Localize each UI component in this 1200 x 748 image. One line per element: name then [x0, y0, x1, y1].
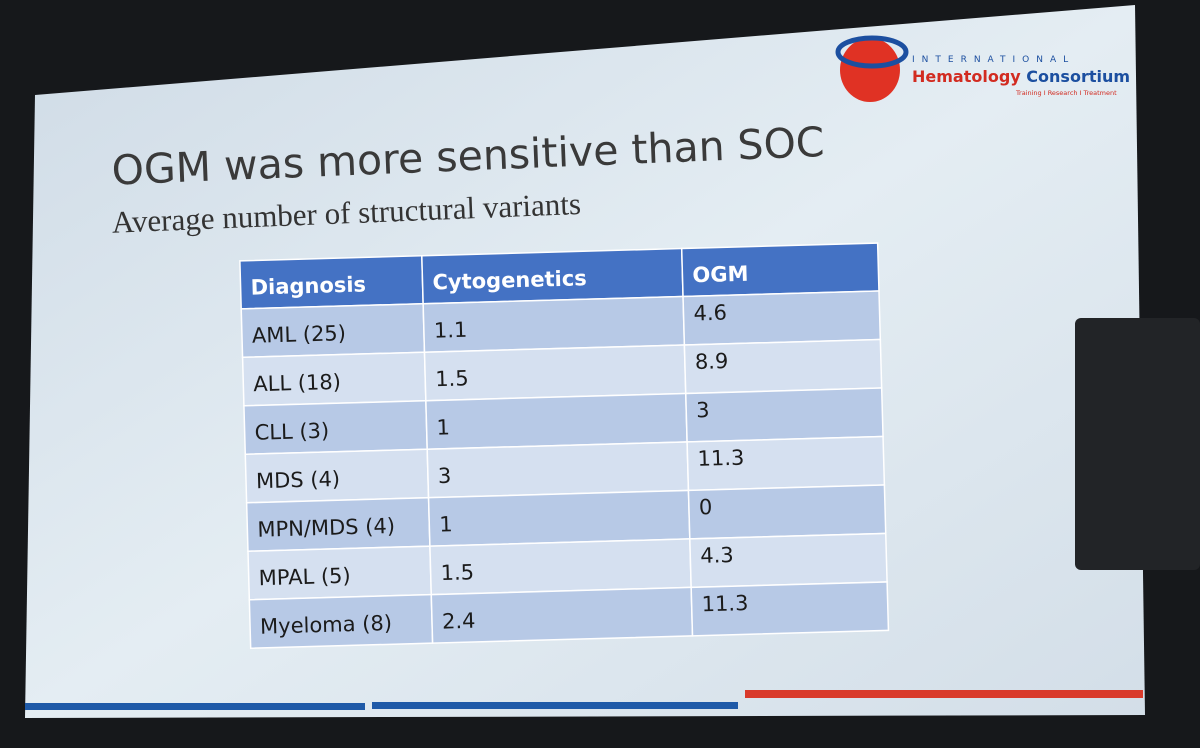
cell-text: 8.9 [695, 349, 729, 374]
table-cell [687, 484, 887, 540]
logo-line2: Hematology Consortium [912, 67, 1130, 86]
cell-text: 1.5 [435, 366, 469, 391]
cell-text: ALL (18) [253, 370, 341, 396]
speaker [1075, 318, 1200, 570]
header-text: OGM [692, 262, 749, 288]
cell-text: MPAL (5) [258, 564, 351, 591]
cell-text: 2.4 [442, 609, 476, 634]
table: Diagnosis Cytogenetics OGM AML (25) 1.1 4.6 AL… [239, 242, 890, 649]
footer-bar [372, 702, 738, 709]
logo-drop [840, 38, 900, 102]
header-text: Cytogenetics [432, 266, 587, 294]
header-text: Diagnosis [250, 272, 366, 299]
table-cell [684, 387, 884, 443]
logo-line3: Training I Research I Treatment [1015, 89, 1117, 97]
logo-word: Hematology [912, 67, 1021, 86]
cell-text: 3 [438, 464, 452, 488]
cell-text: 1.1 [434, 318, 468, 343]
footer-bar [25, 703, 365, 710]
cell-text: 11.3 [697, 446, 744, 471]
cell-text: CLL (3) [254, 419, 329, 445]
table-cell [426, 441, 690, 499]
cell-text: Myeloma (8) [260, 611, 393, 639]
cell-text: 1.5 [440, 560, 474, 585]
footer-bar [745, 690, 1143, 698]
cell-text: 11.3 [701, 591, 748, 616]
table-cell [425, 392, 688, 450]
cell-text: 1 [436, 415, 450, 439]
cell-text: MDS (4) [256, 467, 341, 493]
cell-text: AML (25) [252, 321, 347, 348]
table-cell [690, 581, 890, 637]
cell-text: 3 [696, 398, 710, 422]
logo-ring [835, 35, 909, 69]
cell-text: 0 [699, 495, 713, 519]
logo-word: Consortium [1026, 67, 1130, 86]
logo: INTERNATIONAL Hematology Consortium Trai… [835, 35, 1130, 102]
cell-text: 4.3 [700, 543, 734, 568]
table-cell [427, 489, 691, 547]
cell-text: 4.6 [693, 301, 727, 326]
cell-text: 1 [439, 512, 453, 536]
cell-text: MPN/MDS (4) [257, 514, 395, 542]
logo-line1: INTERNATIONAL [912, 55, 1075, 65]
